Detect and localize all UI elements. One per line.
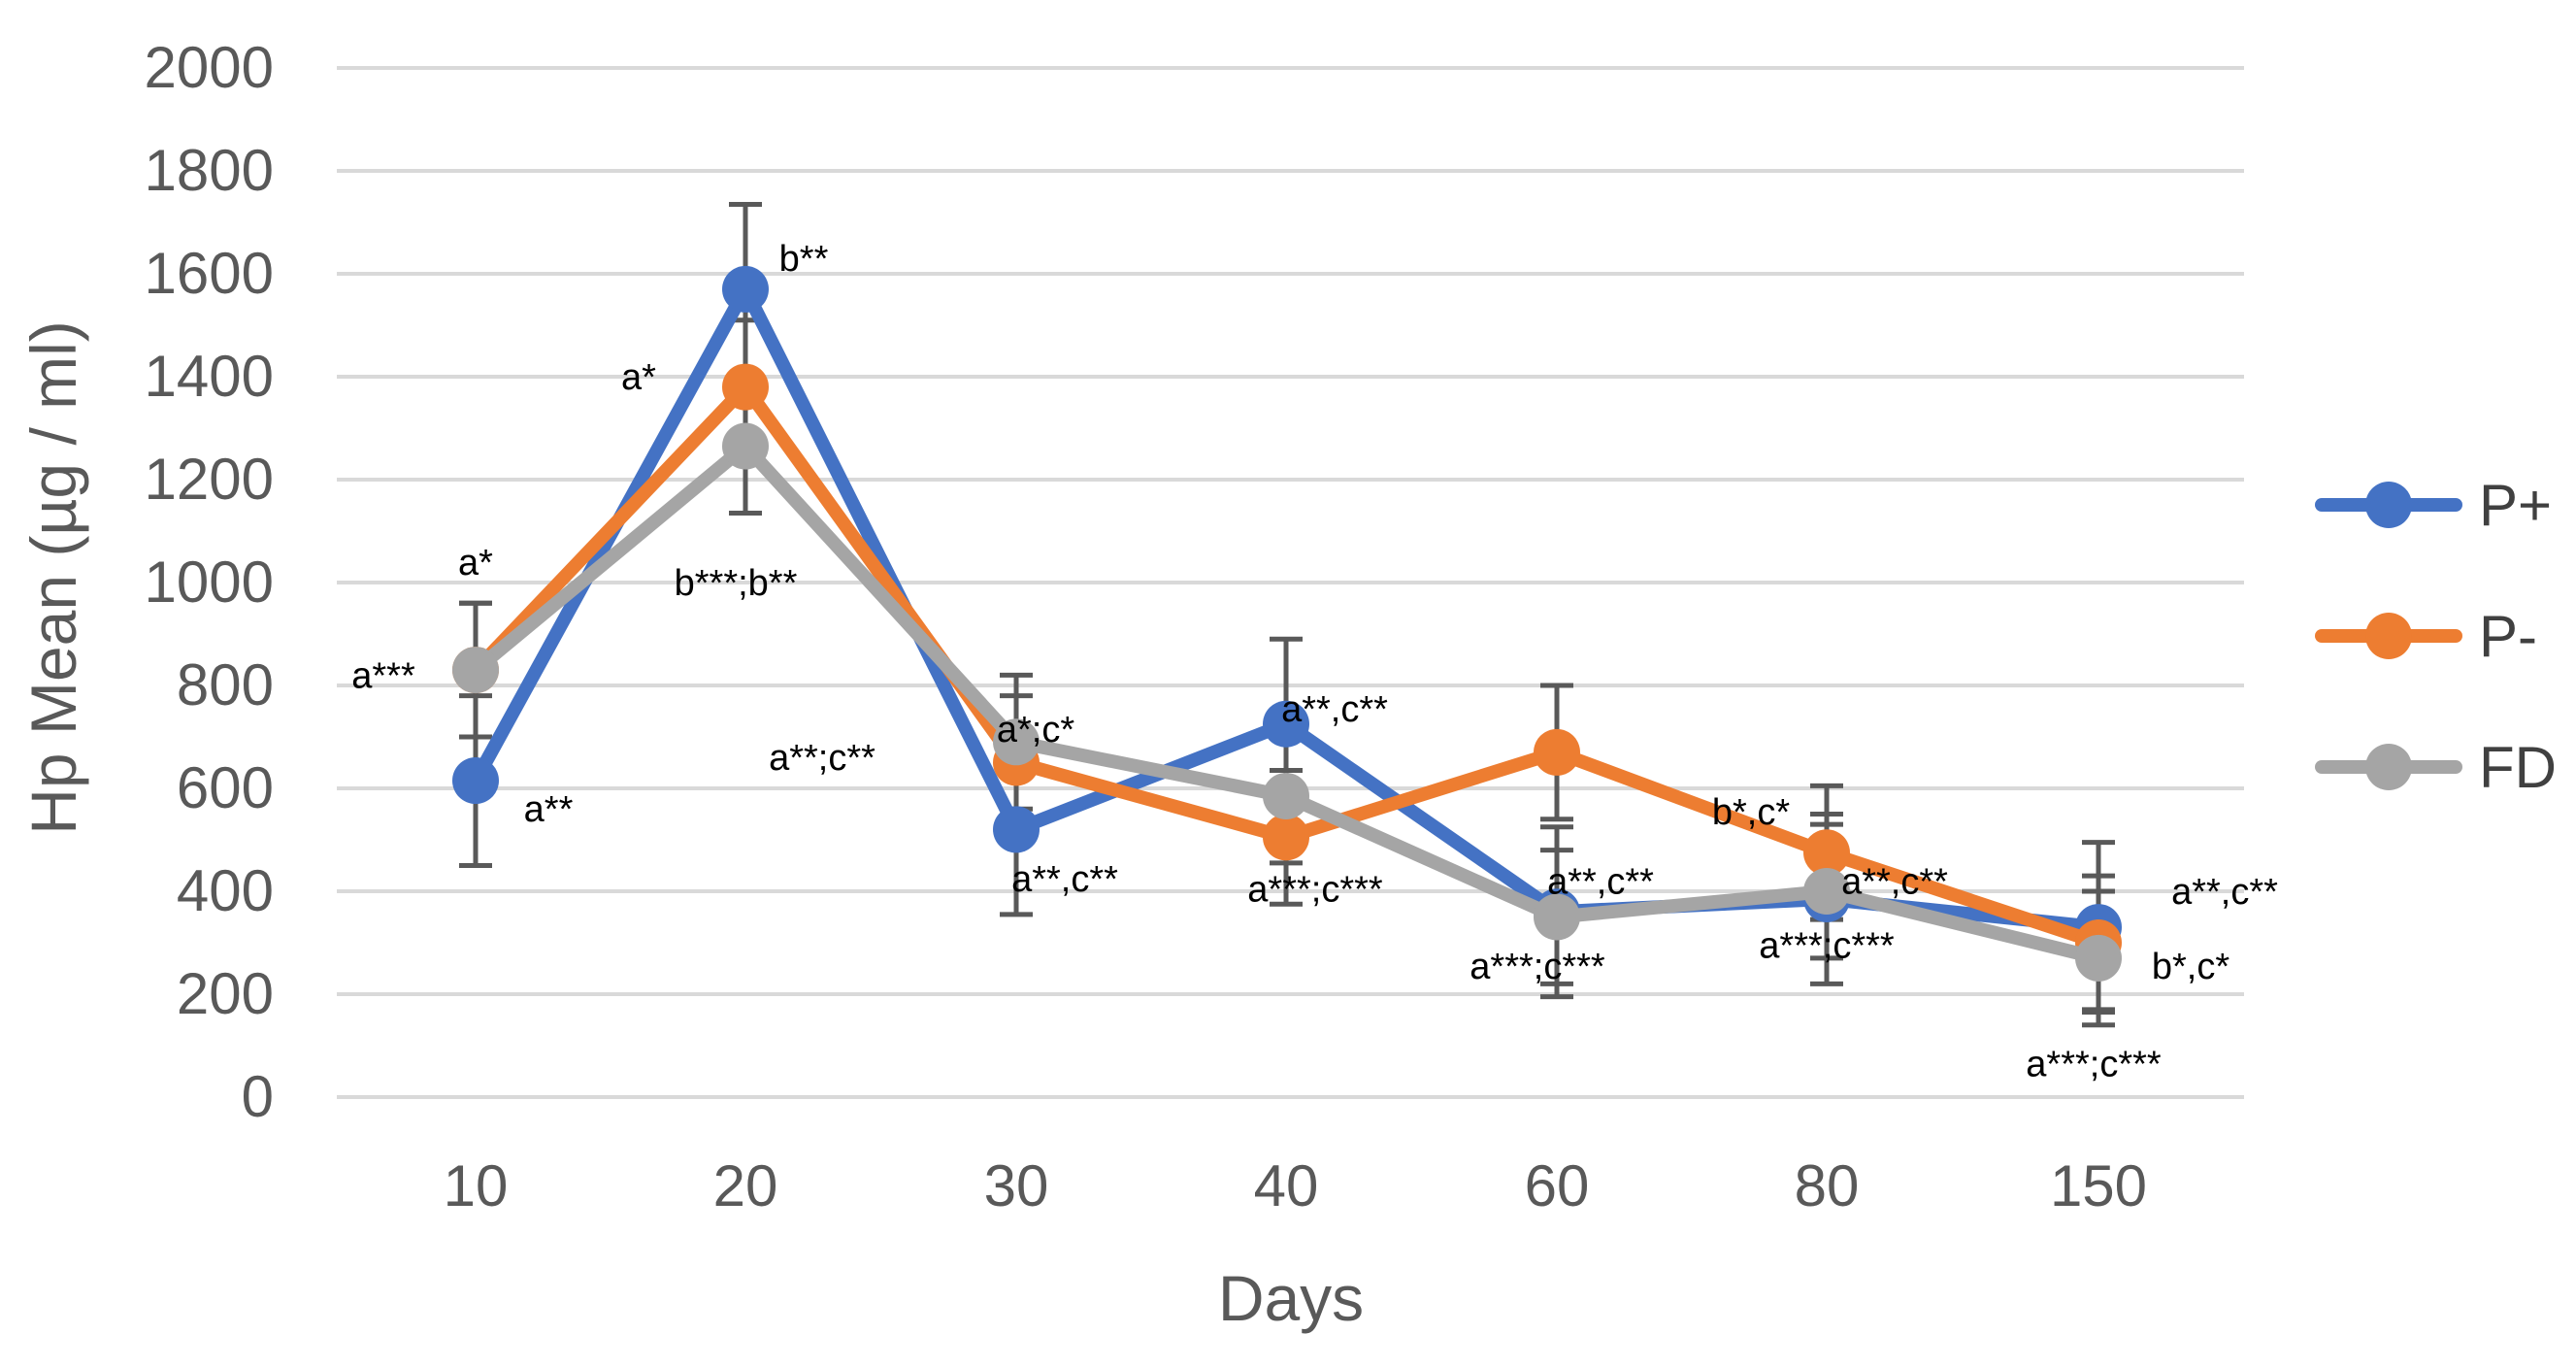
data-point-P+-10 [452,757,499,805]
y-tick-label-1400: 1400 [145,344,274,409]
legend-marker-P+ [2365,482,2412,528]
annotation-label: a**,c** [1281,689,1388,730]
legend-marker-P- [2365,613,2412,659]
x-tick-label-40: 40 [1254,1153,1319,1218]
annotation-label: a***;c*** [2026,1045,2162,1085]
data-point-P--60 [1534,728,1580,776]
data-point-FD-80 [1803,868,1850,915]
annotation-label: a* [458,543,493,583]
data-point-FD-150 [2075,934,2122,982]
data-point-P--20 [722,363,769,411]
legend: P+ P- FD [2315,473,2557,800]
annotation-label: a***;c*** [1470,947,1605,987]
series-lines [452,265,2122,982]
x-tick-label-80: 80 [1795,1153,1860,1218]
x-tick-label-60: 60 [1525,1153,1590,1218]
annotation-label: a**,c** [1011,859,1118,900]
legend-item-FD: FD [2315,735,2557,800]
y-tick-label-1200: 1200 [145,447,274,512]
legend-label-FD: FD [2479,735,2557,800]
annotation-label: b*,c* [2152,947,2229,987]
data-point-P+-20 [722,265,769,313]
x-tick-labels: 10 20 30 40 60 80 150 [444,1153,2147,1218]
data-point-P+-40 [1263,700,1309,748]
y-tick-label-2000: 2000 [145,35,274,100]
annotation-label: a**,c** [2171,872,2278,913]
annotation-label: b** [779,239,829,280]
x-tick-label-150: 150 [2050,1153,2147,1218]
legend-item-P+: P+ [2315,473,2552,538]
annotation-label: a*** [351,655,415,696]
y-tick-label-600: 600 [177,755,274,820]
data-point-FD-30 [993,718,1040,766]
y-tick-label-800: 800 [177,652,274,717]
y-tick-label-200: 200 [177,961,274,1026]
y-axis-title: Hp Mean (µg / ml) [17,320,89,834]
annotation-label: a** [524,789,574,830]
legend-item-P-: P- [2315,604,2537,669]
annotation-label: b*,c* [1712,792,1790,833]
data-point-P--80 [1803,829,1850,877]
x-tick-label-30: 30 [984,1153,1049,1218]
gridlines [337,66,2244,1099]
y-tick-label-1000: 1000 [145,550,274,615]
data-point-FD-40 [1263,772,1309,819]
x-tick-label-10: 10 [444,1153,509,1218]
annotation-label: a* [621,357,656,398]
data-point-FD-60 [1534,893,1580,941]
annotations: a* a*** a** b** a* b***;b** a*;c* a**;c** a**,c*… [351,239,2278,1084]
y-tick-labels: 0 200 400 600 800 1000 1200 1400 1600 1800 2000 [145,35,274,1129]
annotation-label: a*;c* [997,710,1074,750]
y-tick-label-400: 400 [177,858,274,923]
annotation-label: a***;c*** [1759,926,1895,967]
y-tick-label-0: 0 [242,1064,274,1129]
y-tick-label-1600: 1600 [145,241,274,306]
y-tick-label-1800: 1800 [145,138,274,203]
annotation-label: b***;b** [675,563,798,604]
data-point-FD-10 [452,647,499,694]
annotation-label: a**,c** [1841,861,1948,902]
legend-label-P+: P+ [2479,473,2552,538]
data-point-P+-30 [993,806,1040,853]
annotation-label: a***;c*** [1247,869,1383,910]
x-tick-label-20: 20 [713,1153,778,1218]
data-point-P--40 [1263,814,1309,861]
data-point-FD-20 [722,422,769,470]
x-axis-title: Days [1218,1262,1364,1334]
legend-marker-FD [2365,744,2412,790]
annotation-label: a**,c** [1547,861,1654,902]
annotation-label: a**;c** [769,738,875,779]
legend-label-P-: P- [2479,604,2537,669]
